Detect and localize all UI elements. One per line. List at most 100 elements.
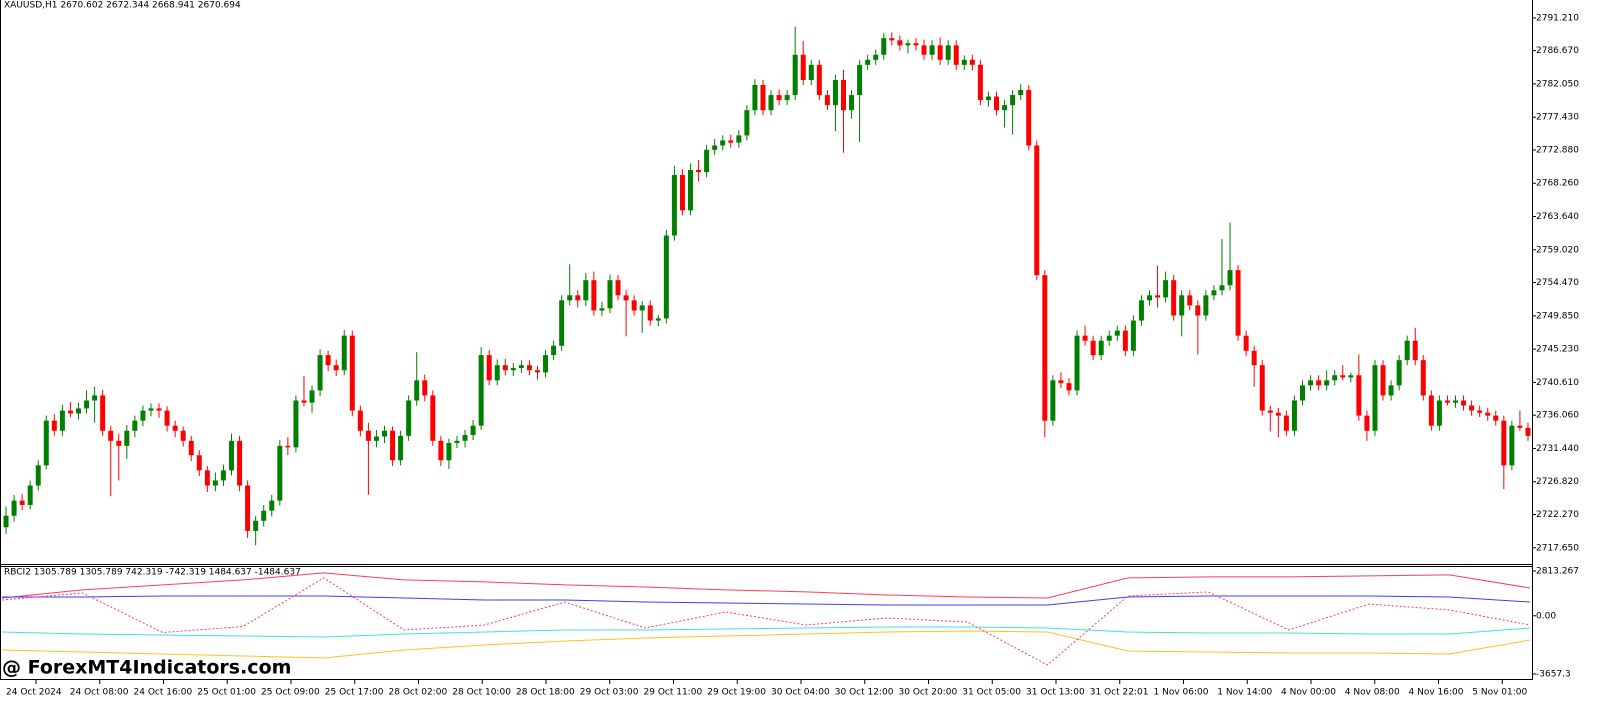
candle-body (873, 54, 879, 60)
candle-body (1324, 380, 1330, 386)
candle-body (688, 169, 693, 211)
y-tick-label: 2749.850 (1536, 311, 1579, 321)
candle-body (744, 110, 750, 136)
x-tick-label: 24 Oct 08:00 (70, 688, 129, 698)
candle-body (647, 305, 653, 321)
candle-body (1340, 375, 1346, 378)
candle-body (937, 45, 943, 60)
candle-body (752, 84, 758, 111)
candle-body (140, 410, 146, 421)
indicator-line (1, 630, 1531, 659)
candle-body (11, 500, 17, 516)
candle-body (132, 420, 138, 431)
candle-body (1291, 400, 1297, 431)
candle-body (3, 515, 9, 528)
candle-body (373, 436, 379, 441)
candle-body (1211, 290, 1217, 296)
candle-body (1098, 340, 1104, 356)
candle-body (438, 440, 444, 461)
candle-body (1461, 400, 1467, 406)
candle-body (1122, 330, 1128, 351)
candle-body (776, 95, 782, 101)
candle-body (1010, 95, 1016, 106)
candle-body (229, 440, 234, 471)
candle-body (913, 43, 919, 46)
candle-body (1058, 380, 1064, 384)
candle-body (1396, 360, 1402, 386)
candle-body (35, 465, 41, 486)
candle-body (1372, 365, 1378, 431)
candle-body (196, 455, 202, 471)
candle-body (792, 54, 798, 96)
x-tick-label: 29 Oct 19:00 (707, 688, 766, 698)
candle-body (985, 96, 991, 101)
candle-body (220, 470, 226, 481)
candle-body (390, 430, 396, 461)
x-tick-label: 31 Oct 05:00 (962, 688, 1021, 698)
candle-body (768, 95, 774, 111)
candle-body (84, 400, 90, 409)
candle-body (849, 95, 855, 111)
candle-body (446, 442, 452, 461)
candle-body (470, 425, 476, 436)
candle-body (398, 435, 404, 461)
candle-body (1501, 420, 1507, 466)
indicator-line (1, 572, 1531, 599)
x-tick-label: 25 Oct 09:00 (261, 688, 320, 698)
y-tick-label: 2768.260 (1536, 179, 1579, 189)
watermark: @ ForexMT4Indicators.com (2, 657, 291, 679)
candle-body (1147, 295, 1152, 301)
candle-body (1356, 375, 1362, 416)
candle-body (156, 408, 162, 411)
candle-body (559, 300, 565, 346)
y-tick-label: 2717.650 (1536, 543, 1579, 553)
candle-body (1130, 320, 1136, 351)
candle-body (543, 355, 549, 373)
candle-body (1259, 365, 1265, 411)
candle-body (865, 59, 871, 65)
candle-body (599, 308, 605, 311)
x-tick-label: 4 Nov 00:00 (1281, 688, 1336, 698)
candle-body (1018, 90, 1024, 96)
candle-body (414, 380, 420, 401)
candle-body (164, 410, 170, 426)
candle-body (124, 430, 130, 446)
x-tick-label: 29 Oct 03:00 (580, 688, 639, 698)
candle-body (494, 365, 500, 381)
candle-body (462, 435, 468, 441)
candle-body (1227, 270, 1233, 286)
candle-body (1187, 295, 1193, 306)
y-tick-label: 2786.670 (1536, 46, 1579, 56)
candle-body (881, 38, 887, 55)
candle-body (333, 365, 339, 371)
y-tick-label: 2740.610 (1536, 378, 1579, 388)
candle-body (921, 45, 927, 55)
candle-body (1469, 405, 1475, 411)
candle-body (245, 485, 251, 531)
candle-body (188, 440, 194, 456)
candle-body (1042, 275, 1048, 421)
candle-body (1509, 425, 1515, 466)
candle-body (1074, 335, 1080, 391)
candle-body (341, 335, 347, 371)
candle-body (382, 430, 387, 437)
candle-body (148, 408, 154, 411)
candle-body (1050, 380, 1056, 421)
candle-body (1388, 385, 1394, 396)
candle-body (929, 45, 935, 55)
candle-body (43, 420, 49, 466)
candle-body (212, 480, 218, 486)
candle-body (655, 318, 661, 321)
candle-body (1477, 410, 1483, 413)
candle-body (1420, 360, 1426, 396)
candle-body (631, 300, 637, 311)
candle-body (237, 440, 243, 486)
candle-body (349, 335, 355, 411)
candle-body (51, 420, 57, 431)
x-tick-label: 30 Oct 20:00 (899, 688, 958, 698)
candle-body (1066, 383, 1072, 391)
candle-body (704, 149, 710, 173)
x-tick-label: 1 Nov 14:00 (1217, 688, 1272, 698)
candle-body (1404, 340, 1410, 361)
